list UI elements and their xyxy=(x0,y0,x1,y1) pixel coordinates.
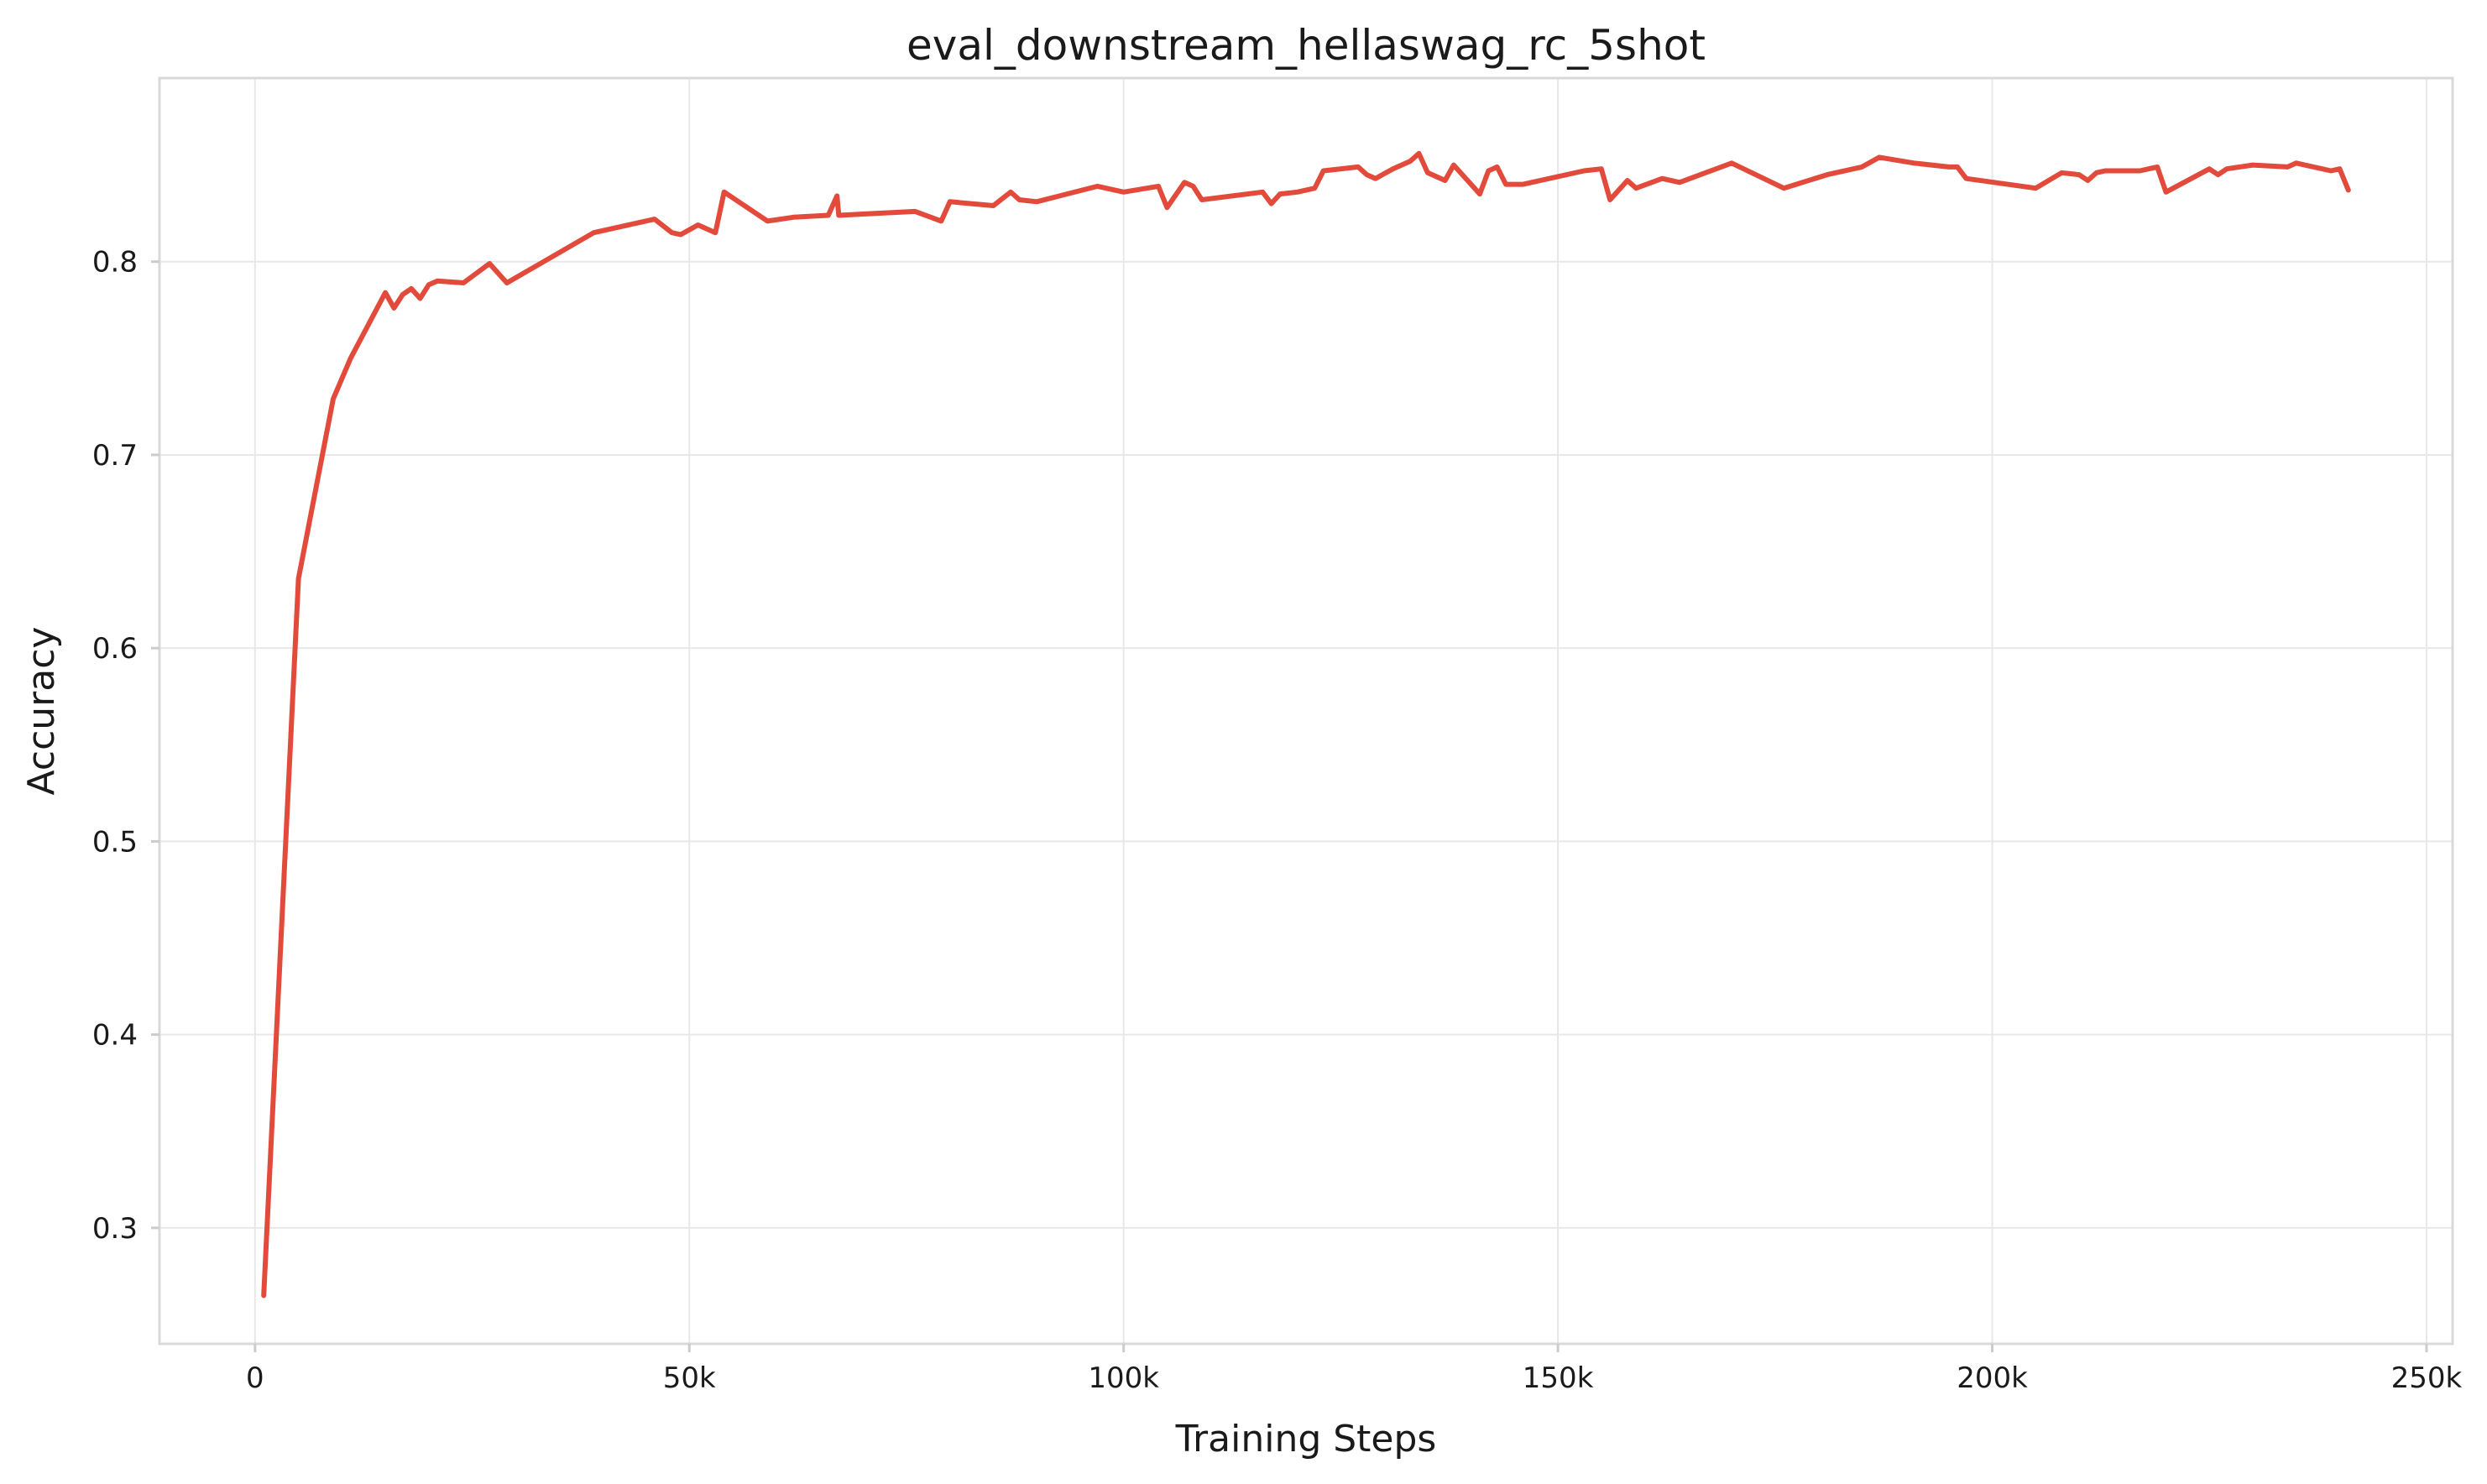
x-tick-label: 100k xyxy=(1088,1361,1159,1395)
x-tick-label: 0 xyxy=(246,1361,264,1395)
x-tick-label: 150k xyxy=(1523,1361,1594,1395)
y-tick-label: 0.7 xyxy=(92,439,138,473)
x-axis-label: Training Steps xyxy=(1175,1418,1437,1460)
grid xyxy=(159,78,2453,1344)
chart-title: eval_downstream_hellaswag_rc_5shot xyxy=(907,21,1706,70)
plot-area-frame xyxy=(158,76,2454,1346)
y-tick-label: 0.8 xyxy=(92,246,138,280)
series-line-0 xyxy=(261,150,2351,1298)
y-tick-label: 0.4 xyxy=(92,1019,138,1053)
x-tick-label: 250k xyxy=(2391,1361,2463,1395)
x-tick-label: 200k xyxy=(1957,1361,2028,1395)
series-layer xyxy=(261,150,2351,1298)
y-tick-label: 0.5 xyxy=(92,825,138,859)
axis-ticks: 0 50k 100k 150k 200k 250k 0.3 0.4 0.5 0.6 0.7 0.8 xyxy=(92,246,2463,1395)
x-tick-label: 50k xyxy=(663,1361,716,1395)
y-axis-label: Accuracy xyxy=(20,627,63,796)
y-tick-label: 0.3 xyxy=(92,1212,138,1246)
y-tick-label: 0.6 xyxy=(92,632,138,666)
